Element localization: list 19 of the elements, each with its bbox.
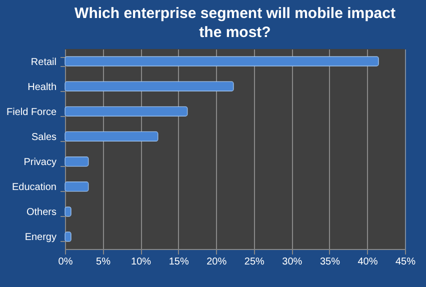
y-tick-label: Energy	[24, 232, 56, 244]
y-tick-label: Privacy	[24, 157, 56, 168]
x-tick-label: 20%	[206, 256, 227, 268]
y-tick-label: Field Force	[6, 106, 57, 118]
x-tick-label: 15%	[168, 256, 189, 268]
y-tick-label: Sales	[31, 132, 56, 143]
x-tick-label: 40%	[358, 256, 378, 268]
y-tick-label: Retail	[30, 56, 56, 68]
x-tick-label: 25%	[244, 256, 265, 268]
x-tick-label: 10%	[131, 256, 152, 268]
chart-title: Which enterprise segment will mobile impact the most?	[74, 5, 396, 41]
x-tick-label: 45%	[395, 256, 416, 268]
y-tick-label: Education	[12, 182, 56, 194]
x-tick-label: 0%	[58, 256, 73, 268]
y-tick-label: Health	[28, 82, 56, 93]
y-tick-label: Others	[26, 207, 56, 218]
x-tick-label: 30%	[282, 256, 302, 268]
x-tick-label: 5%	[96, 256, 111, 268]
x-tick-label: 35%	[320, 256, 340, 268]
